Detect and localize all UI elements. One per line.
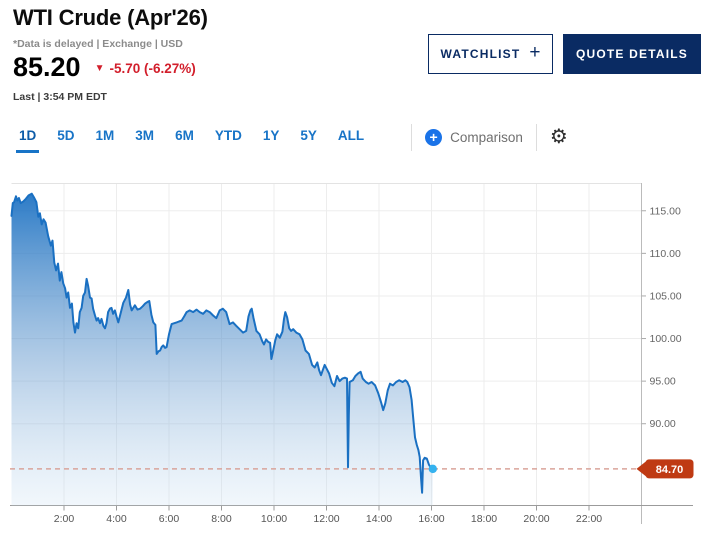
price-change-value: -5.70 (-6.27%) bbox=[109, 61, 196, 76]
tab-1d[interactable]: 1D bbox=[15, 121, 40, 153]
svg-text:84.70: 84.70 bbox=[656, 464, 684, 476]
svg-text:95.00: 95.00 bbox=[650, 376, 676, 388]
price-row: 85.20 ▼ -5.70 (-6.27%) bbox=[13, 54, 196, 81]
svg-text:10:00: 10:00 bbox=[261, 513, 287, 525]
svg-text:22:00: 22:00 bbox=[576, 513, 602, 525]
tab-ytd[interactable]: YTD bbox=[214, 128, 242, 143]
tab-3m[interactable]: 3M bbox=[135, 128, 155, 143]
svg-text:20:00: 20:00 bbox=[523, 513, 549, 525]
toolbar-divider bbox=[535, 123, 537, 151]
svg-text:115.00: 115.00 bbox=[650, 205, 681, 217]
toolbar-divider bbox=[411, 123, 413, 151]
add-comparison-icon: + bbox=[425, 128, 443, 146]
settings-gear-icon[interactable]: ⚙ bbox=[549, 126, 568, 148]
svg-text:8:00: 8:00 bbox=[211, 513, 232, 525]
watchlist-button[interactable]: WATCHLIST + bbox=[428, 34, 553, 74]
tab-all[interactable]: ALL bbox=[337, 128, 365, 143]
tab-5d[interactable]: 5D bbox=[57, 128, 75, 143]
svg-text:14:00: 14:00 bbox=[366, 513, 392, 525]
chart-toolbar: 1D 5D 1M 3M 6M YTD 1Y 5Y ALL + Comparison ⚙ bbox=[0, 120, 701, 154]
price-chart-svg: 2:00 4:00 6:00 8:00 10:00 12:00 14:00 16:00 18:0… bbox=[10, 183, 694, 525]
svg-text:16:00: 16:00 bbox=[418, 513, 444, 525]
svg-text:100.00: 100.00 bbox=[650, 333, 682, 345]
svg-text:2:00: 2:00 bbox=[54, 513, 75, 525]
down-arrow-icon: ▼ bbox=[94, 63, 105, 74]
quote-details-label: QUOTE DETAILS bbox=[575, 47, 689, 61]
plus-icon: + bbox=[529, 42, 541, 63]
watchlist-label: WATCHLIST bbox=[440, 47, 521, 61]
svg-text:12:00: 12:00 bbox=[313, 513, 339, 525]
svg-text:6:00: 6:00 bbox=[159, 513, 180, 525]
tab-6m[interactable]: 6M bbox=[175, 128, 194, 143]
page-title: WTI Crude (Apr'26) bbox=[13, 5, 208, 30]
comparison-button[interactable]: + Comparison bbox=[425, 128, 523, 146]
tab-5y[interactable]: 5Y bbox=[300, 128, 317, 143]
svg-text:90.00: 90.00 bbox=[650, 418, 676, 430]
svg-text:105.00: 105.00 bbox=[650, 290, 682, 302]
last-timestamp: Last | 3:54 PM EDT bbox=[13, 91, 107, 103]
price-chart[interactable]: 2:00 4:00 6:00 8:00 10:00 12:00 14:00 16:00 18:0… bbox=[0, 183, 701, 538]
comparison-label: Comparison bbox=[450, 129, 523, 145]
range-tabs: 1D 5D 1M 3M 6M YTD 1Y 5Y ALL bbox=[15, 121, 385, 153]
svg-text:110.00: 110.00 bbox=[650, 248, 681, 260]
svg-text:18:00: 18:00 bbox=[471, 513, 497, 525]
quote-details-button[interactable]: QUOTE DETAILS bbox=[563, 34, 701, 74]
data-delayed-note: *Data is delayed | Exchange | USD bbox=[13, 38, 183, 50]
last-price-badge: 84.70 bbox=[636, 459, 694, 479]
tab-1m[interactable]: 1M bbox=[95, 128, 115, 143]
tab-1y[interactable]: 1Y bbox=[262, 128, 280, 143]
price-change: ▼ -5.70 (-6.27%) bbox=[95, 61, 196, 76]
svg-text:4:00: 4:00 bbox=[106, 513, 127, 525]
last-price: 85.20 bbox=[13, 52, 81, 82]
